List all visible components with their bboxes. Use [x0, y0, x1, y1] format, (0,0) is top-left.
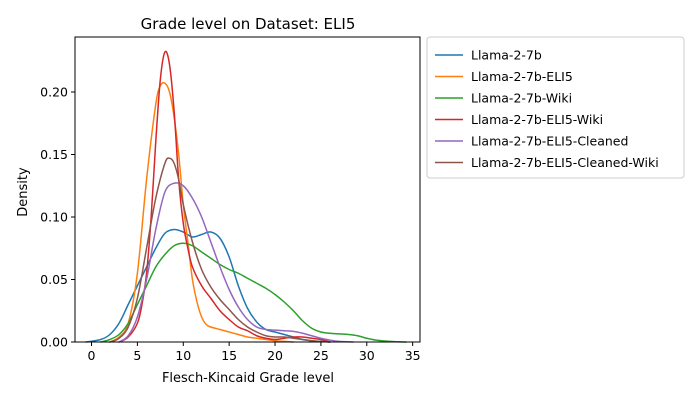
x-tick-label: 5 [133, 348, 141, 363]
legend-box [426, 36, 685, 179]
series-line-2 [109, 81, 295, 343]
legend-label: Llama-2-7b [471, 48, 542, 63]
y-tick-label: 0.15 [40, 147, 68, 162]
series-line-4 [118, 50, 331, 343]
x-tick-label: 15 [221, 348, 237, 363]
legend-label: Llama-2-7b-ELI5-Cleaned [471, 134, 628, 149]
legend-label: Llama-2-7b-ELI5-Cleaned-Wiki [471, 155, 659, 170]
x-tick-label: 25 [313, 348, 329, 363]
y-tick-label: 0.00 [40, 335, 68, 350]
y-tick-label: 0.05 [40, 272, 68, 287]
series-line-3 [99, 242, 407, 343]
x-tick-label: 20 [267, 348, 283, 363]
y-tick-label: 0.10 [40, 210, 68, 225]
chart-title: Grade level on Dataset: ELI5 [141, 15, 356, 33]
y-tick-label: 0.20 [40, 85, 68, 100]
series-line-5 [118, 182, 354, 343]
plot-area: 0 5 10 15 20 25 30 35 0.00 0.05 0.10 0.15 0.20 [40, 36, 421, 363]
x-tick-label: 10 [175, 348, 191, 363]
x-tick-label: 30 [359, 348, 375, 363]
series-line-6 [109, 157, 331, 343]
legend-label: Llama-2-7b-ELI5-Wiki [471, 112, 603, 127]
x-axis-label: Flesch-Kincaid Grade level [162, 371, 334, 386]
legend-label: Llama-2-7b-ELI5 [471, 69, 573, 84]
x-tick-label: 0 [88, 348, 96, 363]
legend-label: Llama-2-7b-Wiki [471, 91, 572, 106]
legend: Llama-2-7b Llama-2-7b-ELI5 Llama-2-7b-Wiki… [426, 36, 685, 179]
series-line-1 [85, 228, 331, 343]
y-axis-label: Density [16, 167, 31, 217]
x-tick-label: 35 [405, 348, 421, 363]
plot-frame [74, 36, 421, 343]
